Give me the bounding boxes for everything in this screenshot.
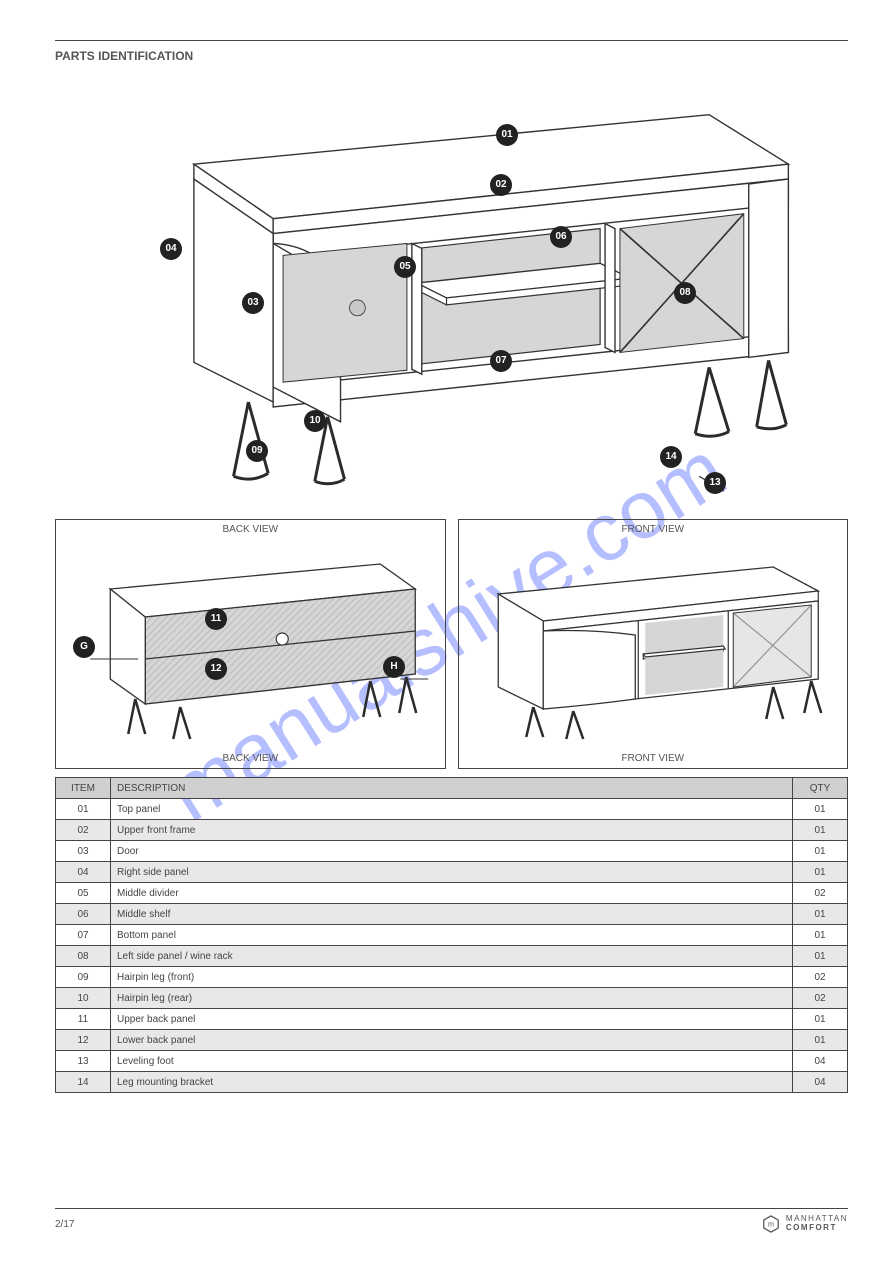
cell-item: 12 bbox=[56, 1030, 111, 1051]
table-row: 03Door01 bbox=[56, 841, 848, 862]
table-row: 04Right side panel01 bbox=[56, 862, 848, 883]
page-content: PARTS IDENTIFICATION bbox=[55, 40, 848, 1223]
col-item: ITEM bbox=[56, 778, 111, 799]
callout-05: 05 bbox=[394, 256, 416, 278]
front-view-label-top: FRONT VIEW bbox=[458, 519, 849, 539]
svg-text:m: m bbox=[768, 1220, 774, 1229]
cell-qty: 02 bbox=[793, 967, 848, 988]
table-row: 02Upper front frame01 bbox=[56, 820, 848, 841]
hex-icon: m bbox=[762, 1215, 780, 1233]
cell-desc: Middle shelf bbox=[111, 904, 793, 925]
callout-04: 04 bbox=[160, 238, 182, 260]
table-row: 13Leveling foot04 bbox=[56, 1051, 848, 1072]
cell-desc: Door bbox=[111, 841, 793, 862]
callout-09: 09 bbox=[246, 440, 268, 462]
cell-qty: 01 bbox=[793, 925, 848, 946]
col-desc: DESCRIPTION bbox=[111, 778, 793, 799]
cell-desc: Middle divider bbox=[111, 883, 793, 904]
cell-item: 03 bbox=[56, 841, 111, 862]
brand-line2: COMFORT bbox=[786, 1224, 848, 1233]
callout-06: 06 bbox=[550, 226, 572, 248]
callout-03: 03 bbox=[242, 292, 264, 314]
sub-views-row: BACK VIEW bbox=[55, 519, 848, 769]
cell-item: 06 bbox=[56, 904, 111, 925]
table-row: 01Top panel01 bbox=[56, 799, 848, 820]
cell-desc: Upper back panel bbox=[111, 1009, 793, 1030]
footer: 2/17 m MANHATTAN COMFORT bbox=[55, 1208, 848, 1233]
table-row: 14Leg mounting bracket04 bbox=[56, 1072, 848, 1093]
callout-G: G bbox=[73, 636, 95, 658]
cell-qty: 01 bbox=[793, 1009, 848, 1030]
cell-item: 05 bbox=[56, 883, 111, 904]
cell-qty: 01 bbox=[793, 904, 848, 925]
callout-11: 11 bbox=[205, 608, 227, 630]
table-row: 12Lower back panel01 bbox=[56, 1030, 848, 1051]
cell-item: 13 bbox=[56, 1051, 111, 1072]
back-view-label-bottom: BACK VIEW bbox=[55, 749, 446, 769]
parts-table: ITEM DESCRIPTION QTY 01Top panel0102Uppe… bbox=[55, 777, 848, 1093]
cell-qty: 02 bbox=[793, 883, 848, 904]
cell-item: 01 bbox=[56, 799, 111, 820]
front-view-label-bottom: FRONT VIEW bbox=[458, 749, 849, 769]
cell-desc: Hairpin leg (rear) bbox=[111, 988, 793, 1009]
cell-qty: 01 bbox=[793, 946, 848, 967]
callout-13: 13 bbox=[704, 472, 726, 494]
callout-01: 01 bbox=[496, 124, 518, 146]
cell-item: 08 bbox=[56, 946, 111, 967]
table-row: 07Bottom panel01 bbox=[56, 925, 848, 946]
parts-table-header-row: ITEM DESCRIPTION QTY bbox=[56, 778, 848, 799]
cell-qty: 01 bbox=[793, 1030, 848, 1051]
table-row: 11Upper back panel01 bbox=[56, 1009, 848, 1030]
back-view-box: BACK VIEW bbox=[55, 519, 446, 769]
table-row: 08Left side panel / wine rack01 bbox=[56, 946, 848, 967]
cell-qty: 04 bbox=[793, 1051, 848, 1072]
bottom-divider bbox=[55, 1208, 848, 1209]
cell-desc: Leg mounting bracket bbox=[111, 1072, 793, 1093]
cell-item: 02 bbox=[56, 820, 111, 841]
cell-item: 04 bbox=[56, 862, 111, 883]
cell-qty: 01 bbox=[793, 820, 848, 841]
table-row: 10Hairpin leg (rear)02 bbox=[56, 988, 848, 1009]
front-view-box: FRONT VIEW bbox=[458, 519, 849, 769]
table-row: 05Middle divider02 bbox=[56, 883, 848, 904]
cell-desc: Left side panel / wine rack bbox=[111, 946, 793, 967]
cell-qty: 01 bbox=[793, 862, 848, 883]
cell-item: 09 bbox=[56, 967, 111, 988]
cell-desc: Lower back panel bbox=[111, 1030, 793, 1051]
table-row: 09Hairpin leg (front)02 bbox=[56, 967, 848, 988]
callout-02: 02 bbox=[490, 174, 512, 196]
cell-item: 11 bbox=[56, 1009, 111, 1030]
col-qty: QTY bbox=[793, 778, 848, 799]
cell-desc: Top panel bbox=[111, 799, 793, 820]
callout-12: 12 bbox=[205, 658, 227, 680]
callout-07: 07 bbox=[490, 350, 512, 372]
front-view-drawing bbox=[458, 539, 849, 749]
top-divider bbox=[55, 40, 848, 41]
furniture-iso-svg bbox=[75, 83, 828, 503]
brand-text: MANHATTAN COMFORT bbox=[786, 1215, 848, 1233]
table-row: 06Middle shelf01 bbox=[56, 904, 848, 925]
callout-10: 10 bbox=[304, 410, 326, 432]
cell-qty: 01 bbox=[793, 841, 848, 862]
cell-qty: 02 bbox=[793, 988, 848, 1009]
brand-logo: m MANHATTAN COMFORT bbox=[762, 1215, 848, 1233]
callout-14: 14 bbox=[660, 446, 682, 468]
section-title: PARTS IDENTIFICATION bbox=[55, 49, 848, 63]
cell-item: 10 bbox=[56, 988, 111, 1009]
cell-item: 14 bbox=[56, 1072, 111, 1093]
cell-desc: Hairpin leg (front) bbox=[111, 967, 793, 988]
cell-desc: Leveling foot bbox=[111, 1051, 793, 1072]
cell-qty: 04 bbox=[793, 1072, 848, 1093]
cell-desc: Bottom panel bbox=[111, 925, 793, 946]
main-drawing: 01 02 04 03 05 06 07 08 09 10 13 14 bbox=[75, 83, 828, 503]
page-number: 2/17 bbox=[55, 1219, 74, 1230]
callout-08: 08 bbox=[674, 282, 696, 304]
cell-item: 07 bbox=[56, 925, 111, 946]
callout-H: H bbox=[383, 656, 405, 678]
back-view-label-top: BACK VIEW bbox=[55, 519, 446, 539]
cell-qty: 01 bbox=[793, 799, 848, 820]
cell-desc: Right side panel bbox=[111, 862, 793, 883]
cell-desc: Upper front frame bbox=[111, 820, 793, 841]
back-view-drawing: G 11 12 H bbox=[55, 539, 446, 749]
